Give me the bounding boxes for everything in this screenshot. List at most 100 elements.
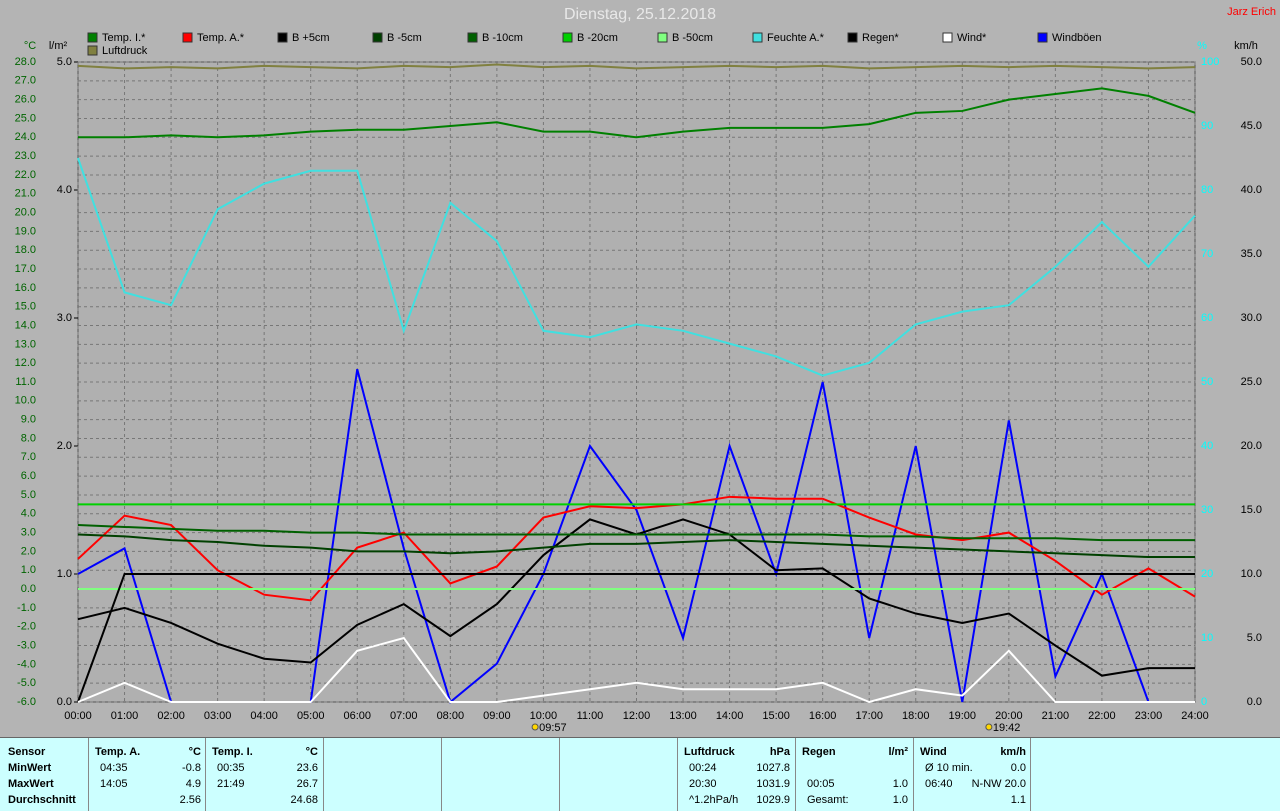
stat-time: Gesamt:: [807, 794, 849, 806]
x-tick-label: 12:00: [623, 710, 651, 722]
y-tick-label: 12.0: [15, 357, 36, 369]
panel-title: Luftdruck: [684, 746, 735, 758]
stat-value: 1029.9: [756, 794, 790, 806]
y-tick-label: 19.0: [15, 225, 36, 237]
stat-time: 04:35: [100, 762, 128, 774]
y3-tick-label: 90: [1201, 120, 1213, 132]
row-label: MaxWert: [8, 778, 54, 790]
legend-label: Temp. A.*: [197, 32, 245, 44]
y-tick-label: 15.0: [15, 301, 36, 313]
y3-tick-label: 100: [1201, 56, 1219, 68]
y3-tick-label: 60: [1201, 312, 1213, 324]
y-tick-label: -5.0: [17, 677, 36, 689]
legend-label: Feuchte A.*: [767, 32, 825, 44]
y-tick-label: 23.0: [15, 150, 36, 162]
legend-swatch: [467, 32, 478, 43]
chart-title: Dienstag, 25.12.2018: [564, 6, 716, 23]
stat-value: 26.7: [296, 778, 318, 790]
y-tick-label: 1.0: [21, 564, 36, 576]
column-separator: [677, 738, 678, 811]
y4-tick-label: 20.0: [1241, 440, 1262, 452]
annotation-icon: [985, 723, 993, 731]
y4-tick-label: 30.0: [1241, 312, 1262, 324]
column-separator: [913, 738, 914, 811]
x-tick-label: 13:00: [669, 710, 697, 722]
y-tick-label: 10.0: [15, 395, 36, 407]
y-tick-label: 7.0: [21, 451, 36, 463]
legend-label: B -50cm: [672, 32, 713, 44]
y4-tick-label: 0.0: [1247, 696, 1262, 708]
x-tick-label: 06:00: [343, 710, 371, 722]
y-tick-label: 5.0: [21, 489, 36, 501]
stat-value: 1031.9: [756, 778, 790, 790]
y-tick-label: 27.0: [15, 75, 36, 87]
y4-tick-label: 25.0: [1241, 376, 1262, 388]
y-tick-label: 26.0: [15, 94, 36, 106]
y-tick-label: -1.0: [17, 602, 36, 614]
series-line: [77, 533, 1195, 559]
y-tick-label: 18.0: [15, 244, 36, 256]
row-label: Sensor: [8, 746, 46, 758]
series-line: [77, 157, 1196, 377]
x-tick-label: 19:00: [949, 710, 977, 722]
legend-label: B -10cm: [482, 32, 523, 44]
y2-axis-label: l/m²: [49, 40, 68, 52]
legend-swatch: [657, 32, 668, 43]
column-separator: [1030, 738, 1031, 811]
y-tick-label: 22.0: [15, 169, 36, 181]
y2-tick-label: 4.0: [57, 184, 72, 196]
legend-label: Windböen: [1052, 32, 1102, 44]
y2-tick-label: 3.0: [57, 312, 72, 324]
stat-value: -0.8: [182, 762, 201, 774]
y-tick-label: -4.0: [17, 658, 36, 670]
stat-value: 1.0: [892, 794, 908, 806]
y-tick-label: 21.0: [15, 188, 36, 200]
legend-label: Regen*: [862, 32, 899, 44]
column-separator: [441, 738, 442, 811]
y3-tick-label: 40: [1201, 440, 1213, 452]
column-separator: [323, 738, 324, 811]
x-tick-label: 11:00: [577, 710, 604, 722]
x-tick-label: 00:00: [64, 710, 92, 722]
legend-swatch: [87, 32, 98, 43]
y2-tick-label: 0.0: [57, 696, 72, 708]
y4-tick-label: 15.0: [1241, 504, 1262, 516]
y-tick-label: -2.0: [17, 621, 36, 633]
x-tick-label: 01:00: [111, 710, 139, 722]
stat-value: 0.0: [1010, 762, 1026, 774]
stat-value: 1.0: [892, 778, 908, 790]
stat-time: Ø 10 min.: [925, 762, 973, 774]
stat-value: 2.56: [179, 794, 201, 806]
y4-tick-label: 10.0: [1241, 568, 1262, 580]
y4-tick-label: 40.0: [1241, 184, 1262, 196]
column-separator: [559, 738, 560, 811]
x-tick-label: 07:00: [390, 710, 418, 722]
stat-time: 21:49: [217, 778, 245, 790]
legend-swatch: [87, 45, 98, 56]
stat-value: 1.1: [1010, 794, 1026, 806]
y-tick-label: 11.0: [15, 376, 36, 388]
legend-label: B -20cm: [577, 32, 618, 44]
panel-unit: l/m²: [888, 746, 908, 758]
stats-panel: Sensor MinWert MaxWert Durchschnitt Temp. A.…: [0, 737, 1280, 811]
y-tick-label: 4.0: [21, 508, 36, 520]
column-separator: [88, 738, 89, 811]
x-tick-label: 15:00: [762, 710, 790, 722]
series-line: [77, 524, 1195, 542]
x-tick-label: 18:00: [902, 710, 930, 722]
panel-title: Wind: [920, 746, 947, 758]
y3-axis-label: %: [1197, 40, 1207, 52]
row-label: Durchschnitt: [8, 794, 76, 806]
y-tick-label: 24.0: [15, 131, 36, 143]
panel-title: Regen: [802, 746, 836, 758]
y4-axis-label: km/h: [1234, 40, 1258, 52]
y-tick-label: 9.0: [21, 414, 36, 426]
legend-swatch: [942, 32, 953, 43]
y-tick-label: 0.0: [21, 583, 36, 595]
legend-swatch: [277, 32, 288, 43]
series-line: [77, 636, 1195, 704]
x-tick-label: 16:00: [809, 710, 837, 722]
stat-value: 23.6: [296, 762, 318, 774]
y3-tick-label: 80: [1201, 184, 1213, 196]
y3-tick-label: 10: [1201, 632, 1213, 644]
